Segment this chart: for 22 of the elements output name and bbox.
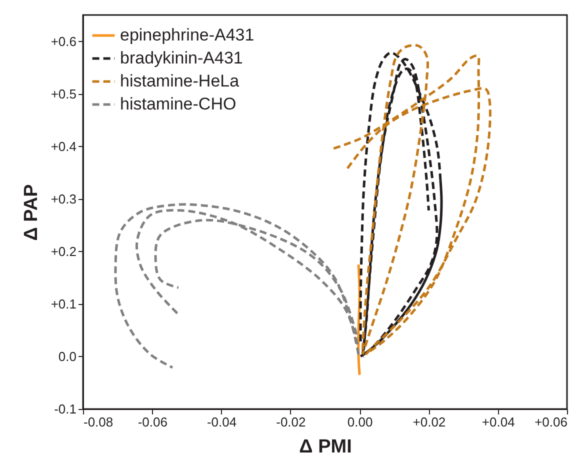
x-tick-label: +0.04 [482,414,515,430]
y-tick-label: +0.1 [50,296,76,312]
x-tick-label: 0.00 [347,414,373,430]
legend-label: histamine-HeLa [120,72,240,90]
y-tick-label: 0.0 [58,348,76,364]
legend-label: histamine-CHO [120,94,236,114]
x-tick-label: -0.04 [206,414,237,430]
y-tick-label: +0.5 [50,86,76,102]
x-tick-label: -0.06 [138,414,168,430]
x-tick-label: -0.08 [84,414,114,430]
legend-label: epinephrine-A431 [120,26,254,44]
y-tick-label: +0.2 [50,244,76,259]
y-axis-title: Δ PAP [20,184,42,241]
x-axis-title: Δ PMI [299,436,352,458]
y-tick-label: +0.6 [50,34,76,49]
y-tick-label: +0.4 [50,138,76,154]
legend-label: bradykinin-A431 [120,48,243,68]
y-tick-label: +0.3 [50,191,76,206]
x-tick-label: +0.06 [534,414,568,430]
x-tick-label: -0.02 [276,414,306,430]
x-tick-label: +0.02 [412,414,446,430]
y-tick-label: -0.1 [54,402,76,416]
